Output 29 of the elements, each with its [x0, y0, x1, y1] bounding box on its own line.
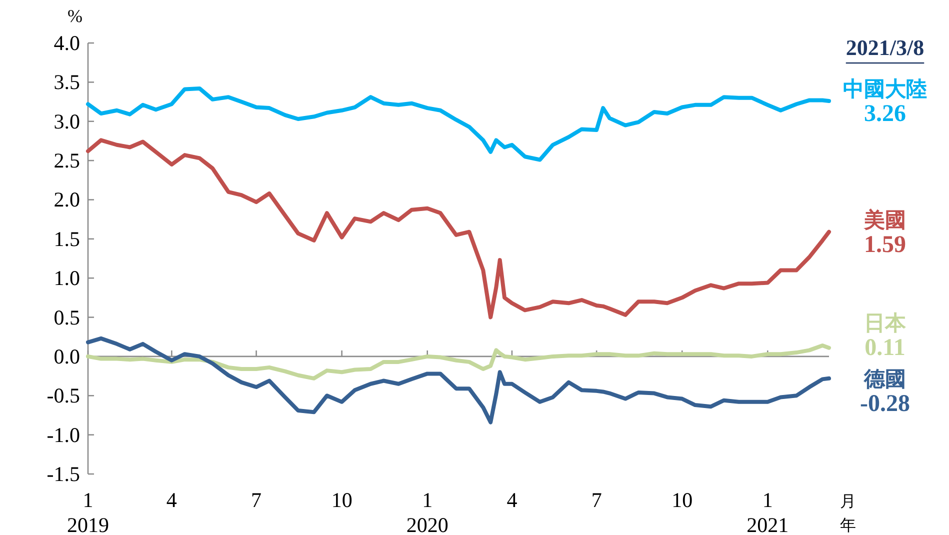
x-tick-label: 1 2021	[746, 488, 789, 535]
x-tick-label: 1 2019	[67, 488, 109, 535]
x-tick-label: 4	[506, 488, 518, 512]
annotation: 0.11	[864, 335, 906, 362]
annotation: 3.26	[864, 101, 906, 127]
y-tick-label: 3.5	[54, 70, 80, 94]
annotation: -0.28	[860, 391, 910, 418]
x-tick-label: 7	[591, 488, 602, 512]
y-tick-label: -1.0	[46, 422, 80, 447]
y-tick-label: 1.0	[54, 266, 80, 290]
y-tick-label: 0.5	[54, 305, 80, 330]
ylabel: %	[68, 6, 82, 26]
xlabel: 年	[840, 518, 856, 534]
title: 2021/3/8	[846, 35, 924, 60]
y-tick-label: 3.0	[54, 109, 80, 134]
y-tick-label: 1.5	[54, 226, 80, 251]
y-tick-label: 4.0	[54, 31, 80, 55]
y-tick-label: -1.5	[46, 462, 80, 486]
x-tick-label: 7	[251, 488, 262, 512]
y-tick-label: 2.5	[54, 148, 80, 173]
xlabel: 月	[840, 494, 856, 510]
annotation: 1.59	[864, 232, 906, 258]
y-tick-label: -0.5	[46, 384, 80, 408]
x-tick-label: 10	[331, 488, 352, 512]
x-tick-label: 10	[672, 488, 693, 512]
y-tick-label: 0.0	[54, 344, 80, 368]
y-tick-label: 2.0	[54, 188, 80, 212]
x-tick-label: 4	[166, 488, 178, 512]
x-tick-label: 1 2020	[406, 488, 448, 535]
